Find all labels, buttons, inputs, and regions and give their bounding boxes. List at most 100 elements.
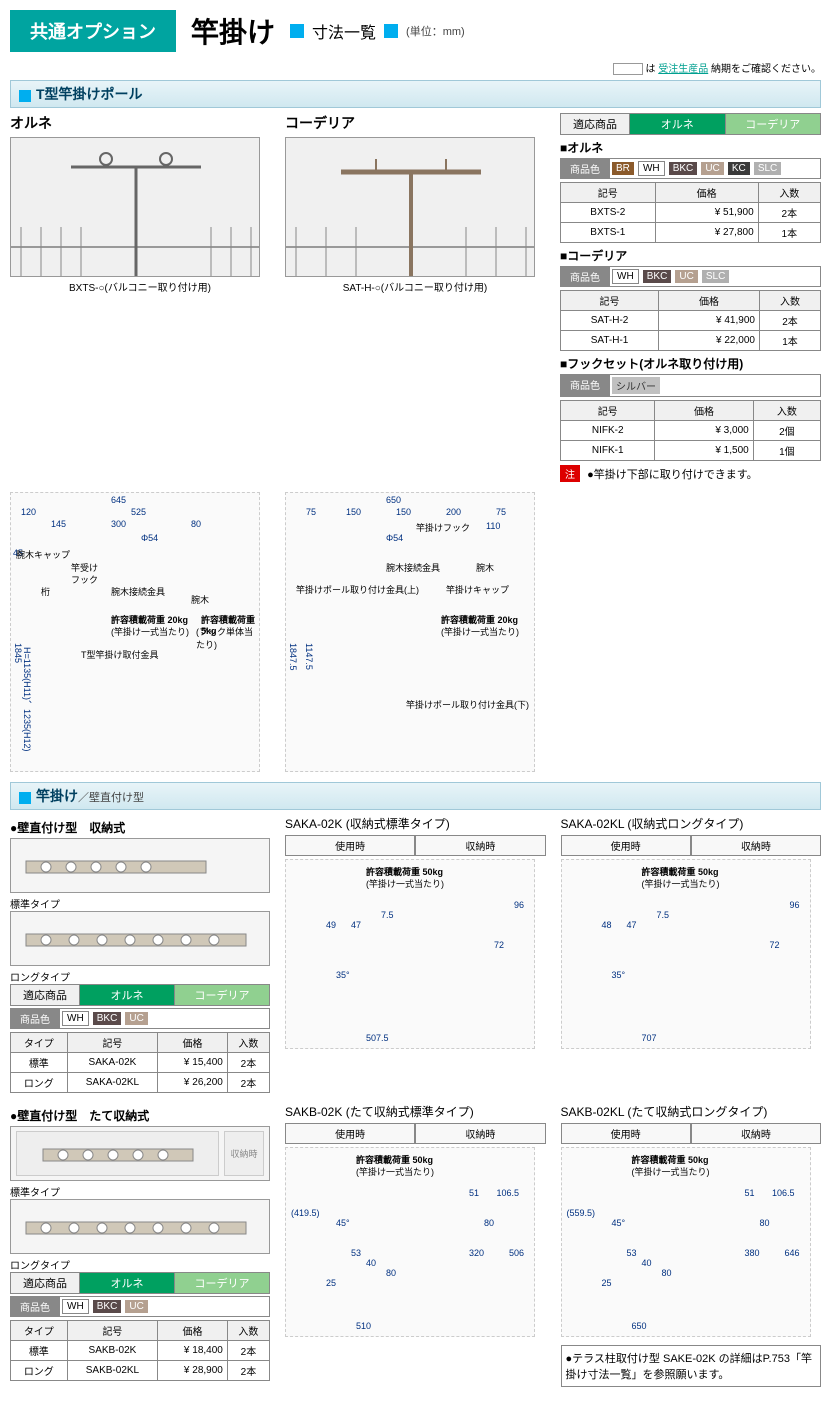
th-qty: 入数 bbox=[758, 183, 820, 203]
color-label: 商品色 bbox=[560, 158, 610, 179]
price-table-hook: 記号価格入数 NIFK-2¥ 3,0002個 NIFK-1¥ 1,5001個 bbox=[560, 400, 821, 461]
th-qty: 入数 bbox=[227, 1321, 269, 1341]
note-swatch bbox=[613, 63, 643, 75]
color-chip-slc: SLC bbox=[754, 162, 781, 175]
applicable-products-row: 適応商品 オルネ コーデリア bbox=[560, 113, 821, 135]
table-row: ロングSAKA-02KL¥ 26,2002本 bbox=[11, 1073, 270, 1093]
th-qty: 入数 bbox=[227, 1033, 269, 1053]
note-text: ●竿掛け下部に取り付けできます。 bbox=[587, 469, 758, 481]
square-icon bbox=[384, 24, 398, 38]
hook-note: 注 ●竿掛け下部に取り付けできます。 bbox=[560, 465, 821, 482]
product-img-std: 収納時 bbox=[10, 1126, 270, 1181]
price-table-codelia: 記号価格入数 SAT-H-2¥ 41,9002本 SAT-H-1¥ 22,000… bbox=[560, 290, 821, 351]
applicable-row: 適応商品 オルネ コーデリア bbox=[10, 1272, 270, 1294]
diagram-codelia: 650 75 150 150 200 75 竿掛けフック 110 Φ54 184… bbox=[285, 492, 535, 772]
th-code: 記号 bbox=[561, 183, 656, 203]
type-label-std: 標準タイプ bbox=[10, 1184, 270, 1199]
codelia-heading: ■コーデリア bbox=[560, 247, 821, 264]
applicable-orune: オルネ bbox=[630, 113, 726, 135]
product-illustration bbox=[11, 137, 259, 277]
bottom-note: ●テラス柱取付け型 SAKE-02K の詳細はP.753「竿掛け寸法一覧」を参照… bbox=[561, 1345, 822, 1387]
tab-use: 使用時 bbox=[561, 1123, 691, 1144]
page-title: 竿掛け bbox=[191, 11, 275, 51]
page-header: 共通オプション 竿掛け 寸法一覧 (単位：mm) bbox=[10, 10, 821, 52]
applicable-codelia: コーデリア bbox=[175, 984, 270, 1006]
type-label-long: ロングタイプ bbox=[10, 1257, 270, 1272]
square-icon bbox=[19, 792, 31, 804]
photo-orune bbox=[10, 137, 260, 277]
note-prefix: は bbox=[645, 64, 655, 75]
price-table-orune: 記号価格入数 BXTS-2¥ 51,9002本 BXTS-1¥ 27,8001本 bbox=[560, 182, 821, 243]
table-row: SAT-H-1¥ 22,0001本 bbox=[561, 331, 821, 351]
table-row: BXTS-2¥ 51,9002本 bbox=[561, 203, 821, 223]
diagram-saka02k: SAKA-02K (収納式標準タイプ) 使用時収納時 許容積載荷重 50kg (… bbox=[285, 815, 546, 1093]
section-title: T型竿掛けポール bbox=[36, 86, 143, 102]
th-code: 記号 bbox=[67, 1033, 158, 1053]
product-img-long bbox=[10, 1199, 270, 1254]
color-row-hook: 商品色 シルバー bbox=[560, 374, 821, 397]
subtitle-text: 寸法一覧 bbox=[312, 19, 376, 43]
orune-heading: ■オルネ bbox=[560, 139, 821, 156]
applicable-row: 適応商品 オルネ コーデリア bbox=[10, 984, 270, 1006]
diagram-sakb02kl: SAKB-02KL (たて収納式ロングタイプ) 使用時収納時 許容積載荷重 50… bbox=[561, 1103, 822, 1387]
header-note: は 受注生産品 納期をご確認ください。 bbox=[10, 60, 821, 75]
group2-col: ●壁直付け型 たて収納式 収納時 標準タイプ ロングタイプ 適応商品 オルネ コ… bbox=[10, 1103, 270, 1387]
tab-stored: 収納時 bbox=[415, 1123, 545, 1144]
section-header-wallmount: 竿掛け／壁直付け型 bbox=[10, 782, 821, 810]
price-table-group2: タイプ記号価格入数 標準SAKB-02K¥ 18,4002本 ロングSAKB-0… bbox=[10, 1320, 270, 1381]
diagram: 許容積載荷重 50kg (竿掛け一式当たり) (419.5) 45° 53 40… bbox=[285, 1147, 535, 1337]
made-to-order-link[interactable]: 受注生産品 bbox=[658, 64, 708, 75]
applicable-codelia: コーデリア bbox=[726, 113, 822, 135]
product-img-std bbox=[10, 838, 270, 893]
diagram-sakb02k: SAKB-02K (たて収納式標準タイプ) 使用時収納時 許容積載荷重 50kg… bbox=[285, 1103, 546, 1387]
th-price: 価格 bbox=[655, 183, 758, 203]
price-table-group1: タイプ記号価格入数 標準SAKA-02K¥ 15,4002本 ロングSAKA-0… bbox=[10, 1032, 270, 1093]
applicable-label: 適応商品 bbox=[10, 1272, 80, 1294]
product-name-codelia: コーデリア bbox=[285, 113, 545, 133]
color-row: 商品色 WH BKC UC bbox=[10, 1296, 270, 1317]
applicable-orune: オルネ bbox=[80, 1272, 175, 1294]
color-chip-uc: UC bbox=[125, 1300, 147, 1313]
square-icon bbox=[19, 90, 31, 102]
diagram-title: SAKA-02K (収納式標準タイプ) bbox=[285, 815, 546, 832]
color-chip-bkc: BKC bbox=[93, 1300, 122, 1313]
color-chip-slc: SLC bbox=[702, 270, 729, 283]
diagram-saka02kl: SAKA-02KL (収納式ロングタイプ) 使用時収納時 許容積載荷重 50kg… bbox=[561, 815, 822, 1093]
note-suffix: 納期をご確認ください。 bbox=[711, 64, 821, 75]
th-type: タイプ bbox=[11, 1321, 68, 1341]
left-product-col: オルネ BXTS-○(バルコニー取り付け用) bbox=[10, 113, 270, 482]
section-subtitle: ／壁直付け型 bbox=[78, 792, 144, 804]
color-chip-bkc: BKC bbox=[669, 162, 698, 175]
photo-codelia bbox=[285, 137, 535, 277]
th-qty: 入数 bbox=[753, 401, 820, 421]
th-price: 価格 bbox=[158, 1033, 228, 1053]
photo-caption-left: BXTS-○(バルコニー取り付け用) bbox=[10, 279, 270, 294]
diagram: 許容積載荷重 50kg (竿掛け一式当たり) 49 47 7.5 35° 507… bbox=[285, 859, 535, 1049]
color-chip-wh: WH bbox=[62, 1011, 89, 1026]
section-title: 竿掛け bbox=[36, 788, 78, 804]
hook-heading: ■フックセット(オルネ取り付け用) bbox=[560, 355, 821, 372]
applicable-codelia: コーデリア bbox=[175, 1272, 270, 1294]
photo-caption-right: SAT-H-○(バルコニー取り付け用) bbox=[285, 279, 545, 294]
tab-use: 使用時 bbox=[285, 835, 415, 856]
table-row: 標準SAKA-02K¥ 15,4002本 bbox=[11, 1053, 270, 1073]
product-name-orune: オルネ bbox=[10, 113, 270, 133]
color-chip-silver: シルバー bbox=[612, 377, 660, 394]
th-price: 価格 bbox=[158, 1321, 228, 1341]
color-chip-uc: UC bbox=[125, 1012, 147, 1025]
tab-stored: 収納時 bbox=[415, 835, 545, 856]
color-chip-uc: UC bbox=[675, 270, 697, 283]
color-chip-wh: WH bbox=[638, 161, 665, 176]
color-label: 商品色 bbox=[10, 1296, 60, 1317]
type-label-long: ロングタイプ bbox=[10, 969, 270, 984]
color-chip-uc: UC bbox=[701, 162, 723, 175]
color-chip-kc: KC bbox=[728, 162, 750, 175]
color-chip-wh: WH bbox=[612, 269, 639, 284]
table-row: SAT-H-2¥ 41,9002本 bbox=[561, 311, 821, 331]
th-type: タイプ bbox=[11, 1033, 68, 1053]
group2-heading: ●壁直付け型 たて収納式 bbox=[10, 1107, 270, 1124]
color-chip-wh: WH bbox=[62, 1299, 89, 1314]
unit-text: (単位：mm) bbox=[406, 23, 465, 39]
color-row-codelia: 商品色 WH BKC UC SLC bbox=[560, 266, 821, 287]
tab-stored: 収納時 bbox=[691, 1123, 821, 1144]
